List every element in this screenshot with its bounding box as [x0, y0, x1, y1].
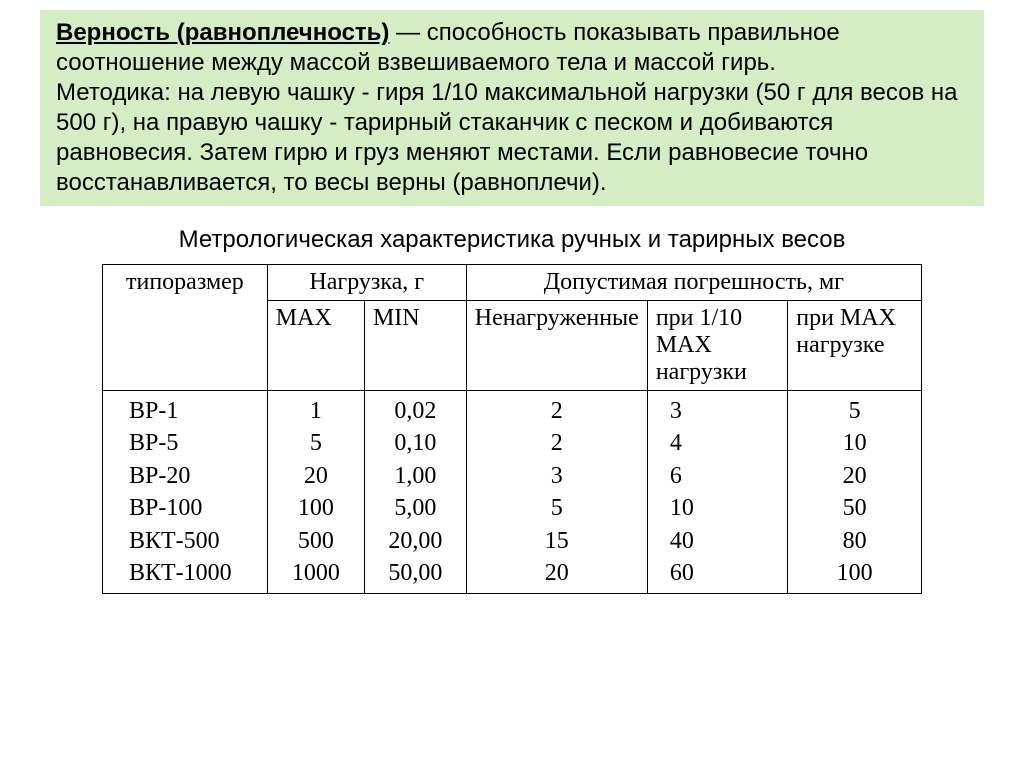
val: 100	[276, 492, 356, 524]
val: 80	[796, 525, 913, 557]
val: 10	[670, 492, 779, 524]
col-atmax-header: при MAX нагрузке	[788, 301, 922, 391]
val: ВР-1	[129, 395, 259, 427]
col-min-header: MIN	[364, 301, 466, 391]
val: 50	[796, 492, 913, 524]
val: 100	[796, 557, 913, 589]
val: ВКТ-1000	[129, 557, 259, 589]
val: 60	[670, 557, 779, 589]
val: 5	[276, 427, 356, 459]
method-label: Методика:	[56, 79, 177, 106]
cell-min: 0,02 0,10 1,00 5,00 20,00 50,00	[364, 391, 466, 594]
term: Верность (равноплечность)	[56, 19, 389, 46]
val: 5	[475, 492, 639, 524]
val: 5	[796, 395, 913, 427]
val: 15	[475, 525, 639, 557]
definition-box: Верность (равноплечность) — способность …	[40, 10, 984, 206]
val: 5,00	[373, 492, 458, 524]
val: 20	[276, 460, 356, 492]
col-1-10-header: при 1/10 MAX нагрузки	[647, 301, 787, 391]
cell-1-10: 3 4 6 10 40 60	[647, 391, 787, 594]
table-title: Метрологическая характеристика ручных и …	[0, 226, 1024, 254]
table-data-row: ВР-1 ВР-5 ВР-20 ВР-100 ВКТ-500 ВКТ-1000 …	[103, 391, 922, 594]
val: ВКТ-500	[129, 525, 259, 557]
table-header-row-1: типоразмер Нагрузка, г Допустимая погреш…	[103, 265, 922, 301]
metrology-table-wrap: типоразмер Нагрузка, г Допустимая погреш…	[102, 264, 922, 594]
cell-max: 1 5 20 100 500 1000	[267, 391, 364, 594]
val: 1,00	[373, 460, 458, 492]
val: 0,10	[373, 427, 458, 459]
val: 20	[475, 557, 639, 589]
col-load-header: Нагрузка, г	[267, 265, 466, 301]
val: 2	[475, 395, 639, 427]
val: 40	[670, 525, 779, 557]
cell-atmax: 5 10 20 50 80 100	[788, 391, 922, 594]
val: 20,00	[373, 525, 458, 557]
val: 10	[796, 427, 913, 459]
val: 3	[475, 460, 639, 492]
col-max-header: MAX	[267, 301, 364, 391]
col-error-header: Допустимая погрешность, мг	[466, 265, 921, 301]
val: 2	[475, 427, 639, 459]
val: 1000	[276, 557, 356, 589]
val: 3	[670, 395, 779, 427]
cell-type: ВР-1 ВР-5 ВР-20 ВР-100 ВКТ-500 ВКТ-1000	[103, 391, 268, 594]
val: 1	[276, 395, 356, 427]
cell-unloaded: 2 2 3 5 15 20	[466, 391, 647, 594]
val: 0,02	[373, 395, 458, 427]
val: 50,00	[373, 557, 458, 589]
val: 20	[796, 460, 913, 492]
col-type-header: типоразмер	[103, 265, 268, 391]
val: ВР-100	[129, 492, 259, 524]
val: ВР-20	[129, 460, 259, 492]
val: 6	[670, 460, 779, 492]
col-unloaded-header: Ненагруженные	[466, 301, 647, 391]
val: ВР-5	[129, 427, 259, 459]
val: 4	[670, 427, 779, 459]
metrology-table: типоразмер Нагрузка, г Допустимая погреш…	[102, 264, 922, 594]
method-text: на левую чашку - гиря 1/10 максимальной …	[56, 79, 957, 196]
val: 500	[276, 525, 356, 557]
